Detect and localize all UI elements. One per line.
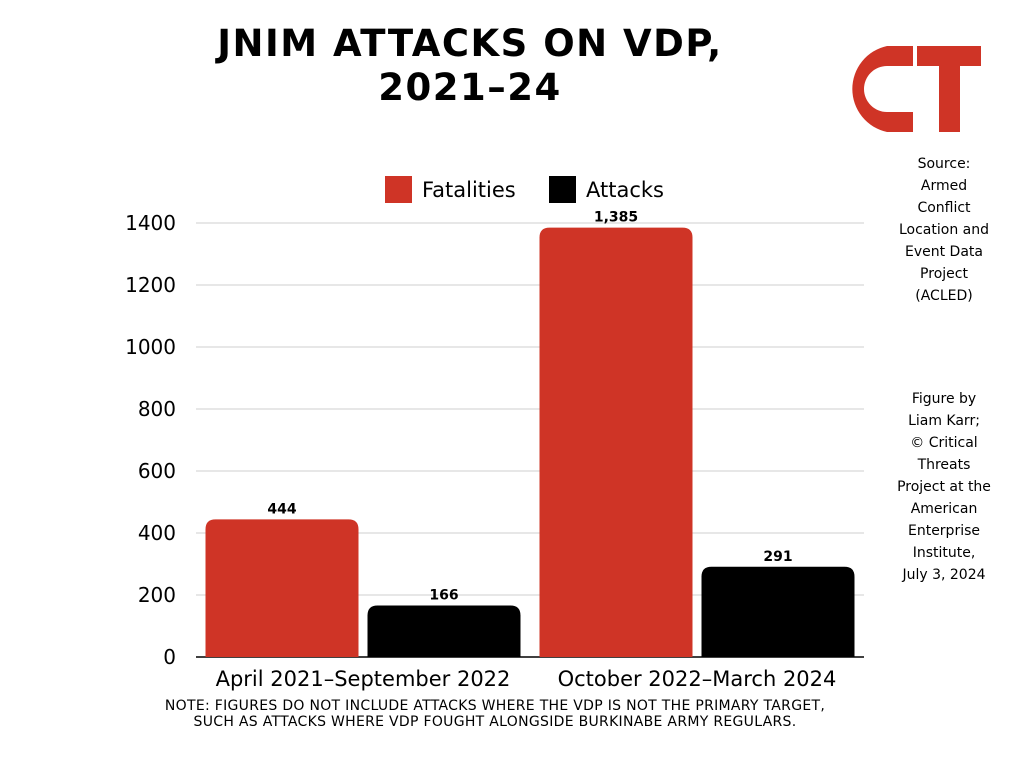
y-tick-label: 800 xyxy=(138,397,176,421)
y-tick-label: 400 xyxy=(138,521,176,545)
legend-label-attacks: Attacks xyxy=(586,178,664,202)
source-note: Source: Armed Conflict Location and Event Da… xyxy=(882,153,1006,307)
bar-value-label: 166 xyxy=(429,588,458,604)
source-note-line: (ACLED) xyxy=(915,288,973,304)
bar-attacks xyxy=(367,605,521,657)
bar-attacks xyxy=(701,566,855,657)
ct-logo xyxy=(852,46,981,132)
bar-chart: Fatalities Attacks 0 200 400 600 800 1000 1200 1… xyxy=(125,176,864,691)
credit-note-line: Threats xyxy=(917,457,971,473)
credit-note: Figure by Liam Karr; © Critical Threats Proj… xyxy=(882,388,1006,586)
x-category-label: April 2021–September 2022 xyxy=(216,667,511,691)
bar-value-label: 291 xyxy=(763,549,792,565)
legend-swatch-attacks xyxy=(549,176,576,203)
y-tick-label: 200 xyxy=(138,583,176,607)
bars: 444 166 1,385 291 xyxy=(205,210,855,657)
y-tick-label: 0 xyxy=(163,645,176,669)
source-note-line: Event Data xyxy=(905,244,983,260)
credit-note-line: © Critical xyxy=(910,435,978,451)
bar-value-label: 1,385 xyxy=(594,210,638,226)
credit-note-line: Project at the xyxy=(897,479,991,495)
legend-swatch-fatalities xyxy=(385,176,412,203)
source-note-line: Conflict xyxy=(917,200,971,216)
legend-label-fatalities: Fatalities xyxy=(422,178,516,202)
credit-note-line: Liam Karr; xyxy=(908,413,980,429)
bar-fatalities xyxy=(539,227,693,657)
source-note-line: Location and xyxy=(898,222,989,238)
bar-value-label: 444 xyxy=(267,501,296,517)
chart-title: JNIM ATTACKS ON VDP, 2021–24 xyxy=(217,22,723,109)
y-tick-label: 1200 xyxy=(125,273,176,297)
source-note-line: Armed xyxy=(920,178,968,194)
x-category-label: October 2022–March 2024 xyxy=(558,667,837,691)
source-note-line: Project xyxy=(920,266,968,282)
logo-letter-t-stem xyxy=(939,66,960,132)
credit-note-line: July 3, 2024 xyxy=(902,567,986,583)
logo-letter-c xyxy=(852,46,913,132)
credit-note-line: American xyxy=(910,501,978,517)
y-axis: 0 200 400 600 800 1000 1200 1400 xyxy=(125,211,176,669)
credit-note-line: Figure by xyxy=(911,391,977,407)
footnote: NOTE: FIGURES DO NOT INCLUDE ATTACKS WHE… xyxy=(164,698,826,730)
logo-letter-t-bar xyxy=(917,46,981,66)
credit-note-line: Institute, xyxy=(912,545,976,561)
x-axis: April 2021–September 2022 October 2022–Ma… xyxy=(216,667,837,691)
y-tick-label: 1000 xyxy=(125,335,176,359)
y-tick-label: 600 xyxy=(138,459,176,483)
credit-note-line: Enterprise xyxy=(907,523,981,539)
legend: Fatalities Attacks xyxy=(385,176,664,203)
source-note-line: Source: xyxy=(917,156,971,172)
bar-fatalities xyxy=(205,519,359,657)
y-tick-label: 1400 xyxy=(125,211,176,235)
